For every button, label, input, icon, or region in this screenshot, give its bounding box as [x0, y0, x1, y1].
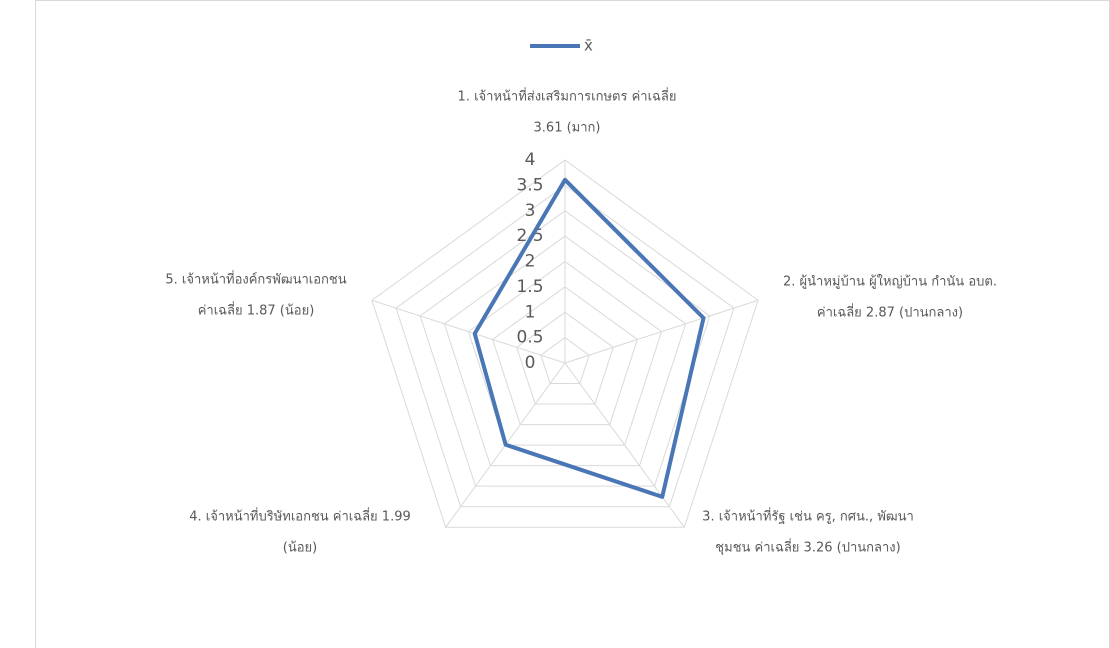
category-label: ค่าเฉลี่ย 2.87 (ปานกลาง)	[817, 304, 963, 321]
category-label: 5. เจ้าหน้าที่องค์กรพัฒนาเอกชน	[165, 271, 346, 288]
r-tick-label: 0.5	[516, 328, 543, 348]
r-tick-label: 1.5	[516, 277, 543, 297]
category-label: 3.61 (มาก)	[534, 121, 601, 136]
chart: 00.511.522.533.541. เจ้าหน้าที่ส่งเสริมก…	[0, 0, 1110, 648]
r-tick-label: 3	[525, 201, 536, 221]
category-label: 2. ผู้นำหมู่บ้าน ผู้ใหญ่บ้าน กำนัน อบต.	[783, 274, 997, 290]
category-label: ชุมชน ค่าเฉลี่ย 3.26 (ปานกลาง)	[715, 539, 900, 556]
category-label: (น้อย)	[283, 541, 317, 556]
category-label: ค่าเฉลี่ย 1.87 (น้อย)	[198, 302, 315, 319]
page: 00.511.522.533.541. เจ้าหน้าที่ส่งเสริมก…	[0, 0, 1110, 648]
category-label: 1. เจ้าหน้าที่ส่งเสริมการเกษตร ค่าเฉลี่ย	[458, 88, 677, 105]
category-label: 4. เจ้าหน้าที่บริษัทเอกชน ค่าเฉลี่ย 1.99	[189, 508, 411, 525]
r-tick-label: 3.5	[516, 175, 543, 195]
legend-label: x̄	[584, 37, 593, 55]
r-tick-label: 0	[525, 353, 536, 373]
r-tick-label: 2	[525, 252, 536, 272]
category-label: 3. เจ้าหน้าที่รัฐ เช่น ครู, กศน., พัฒนา	[702, 508, 914, 525]
r-tick-label: 1	[525, 302, 536, 322]
r-tick-label: 4	[525, 150, 536, 170]
